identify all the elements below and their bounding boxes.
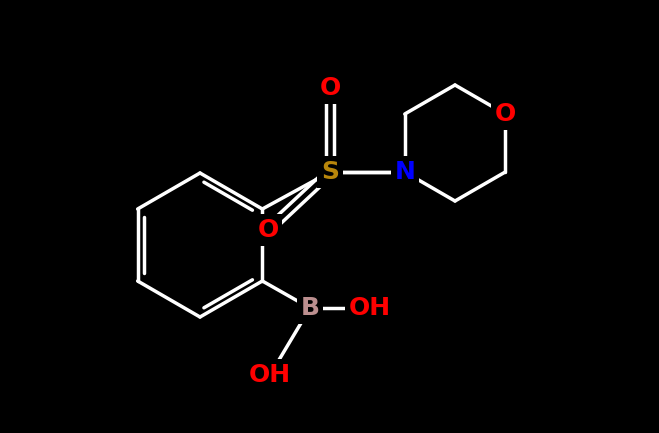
Text: O: O [320,76,341,100]
Text: S: S [321,160,339,184]
Text: B: B [301,296,320,320]
Text: OH: OH [349,296,391,320]
Text: OH: OH [249,363,291,387]
Text: O: O [495,102,516,126]
Text: N: N [394,160,415,184]
Text: O: O [258,218,279,242]
